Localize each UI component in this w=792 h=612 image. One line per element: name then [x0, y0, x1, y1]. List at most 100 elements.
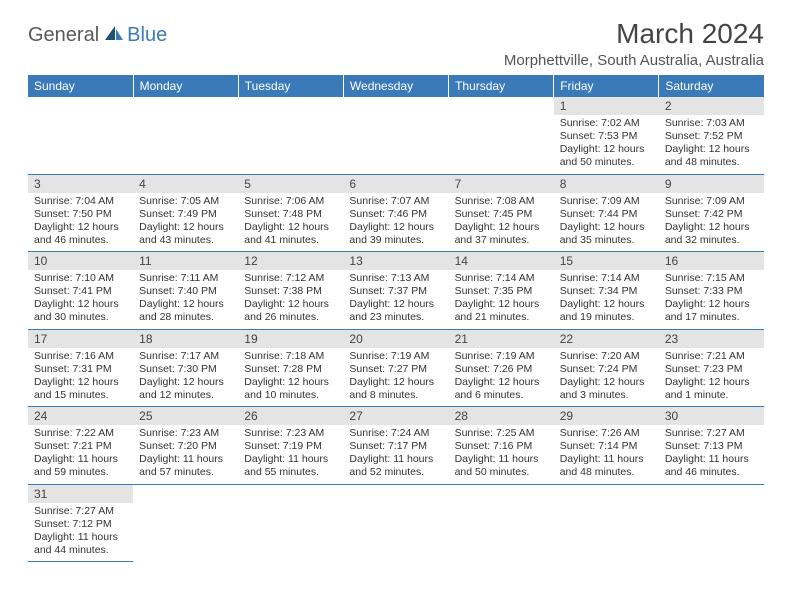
calendar-day-cell: 14Sunrise: 7:14 AMSunset: 7:35 PMDayligh… — [449, 252, 554, 330]
calendar-day-cell: 22Sunrise: 7:20 AMSunset: 7:24 PMDayligh… — [554, 329, 659, 407]
calendar-week-row: 31Sunrise: 7:27 AMSunset: 7:12 PMDayligh… — [28, 484, 764, 562]
day-data: Sunrise: 7:21 AMSunset: 7:23 PMDaylight:… — [659, 348, 764, 407]
day-number: 30 — [659, 407, 764, 425]
calendar-day-cell — [659, 484, 764, 562]
day-data: Sunrise: 7:17 AMSunset: 7:30 PMDaylight:… — [133, 348, 238, 407]
calendar-day-cell: 20Sunrise: 7:19 AMSunset: 7:27 PMDayligh… — [343, 329, 448, 407]
calendar-day-cell: 6Sunrise: 7:07 AMSunset: 7:46 PMDaylight… — [343, 174, 448, 252]
calendar-day-cell: 13Sunrise: 7:13 AMSunset: 7:37 PMDayligh… — [343, 252, 448, 330]
day-number: 10 — [28, 252, 133, 270]
day-data: Sunrise: 7:18 AMSunset: 7:28 PMDaylight:… — [238, 348, 343, 407]
calendar-day-cell: 3Sunrise: 7:04 AMSunset: 7:50 PMDaylight… — [28, 174, 133, 252]
day-data: Sunrise: 7:19 AMSunset: 7:26 PMDaylight:… — [449, 348, 554, 407]
day-number: 23 — [659, 330, 764, 348]
day-number: 28 — [449, 407, 554, 425]
day-number: 6 — [343, 175, 448, 193]
day-data: Sunrise: 7:27 AMSunset: 7:13 PMDaylight:… — [659, 425, 764, 484]
calendar-day-cell: 31Sunrise: 7:27 AMSunset: 7:12 PMDayligh… — [28, 484, 133, 562]
weekday-header: Sunday — [28, 75, 133, 97]
day-number: 29 — [554, 407, 659, 425]
calendar-day-cell: 15Sunrise: 7:14 AMSunset: 7:34 PMDayligh… — [554, 252, 659, 330]
day-number: 31 — [28, 485, 133, 503]
day-data: Sunrise: 7:23 AMSunset: 7:19 PMDaylight:… — [238, 425, 343, 484]
calendar-week-row: 17Sunrise: 7:16 AMSunset: 7:31 PMDayligh… — [28, 329, 764, 407]
day-number: 21 — [449, 330, 554, 348]
day-number: 3 — [28, 175, 133, 193]
calendar-day-cell: 2Sunrise: 7:03 AMSunset: 7:52 PMDaylight… — [659, 97, 764, 174]
header: General Blue March 2024 Morphettville, S… — [28, 18, 764, 69]
logo-text-blue: Blue — [127, 24, 167, 47]
calendar-day-cell: 26Sunrise: 7:23 AMSunset: 7:19 PMDayligh… — [238, 407, 343, 485]
calendar-table: Sunday Monday Tuesday Wednesday Thursday… — [28, 75, 764, 562]
sail-icon — [103, 24, 125, 47]
day-number: 20 — [343, 330, 448, 348]
day-data: Sunrise: 7:16 AMSunset: 7:31 PMDaylight:… — [28, 348, 133, 407]
calendar-day-cell: 8Sunrise: 7:09 AMSunset: 7:44 PMDaylight… — [554, 174, 659, 252]
day-data: Sunrise: 7:07 AMSunset: 7:46 PMDaylight:… — [343, 193, 448, 252]
day-data: Sunrise: 7:20 AMSunset: 7:24 PMDaylight:… — [554, 348, 659, 407]
calendar-week-row: 3Sunrise: 7:04 AMSunset: 7:50 PMDaylight… — [28, 174, 764, 252]
calendar-week-row: 24Sunrise: 7:22 AMSunset: 7:21 PMDayligh… — [28, 407, 764, 485]
day-number: 2 — [659, 97, 764, 115]
calendar-day-cell: 10Sunrise: 7:10 AMSunset: 7:41 PMDayligh… — [28, 252, 133, 330]
weekday-header: Saturday — [659, 75, 764, 97]
calendar-day-cell — [238, 484, 343, 562]
day-number: 24 — [28, 407, 133, 425]
day-number: 17 — [28, 330, 133, 348]
month-title: March 2024 — [504, 18, 764, 50]
logo: General Blue — [28, 24, 167, 47]
day-number: 11 — [133, 252, 238, 270]
calendar-day-cell: 21Sunrise: 7:19 AMSunset: 7:26 PMDayligh… — [449, 329, 554, 407]
calendar-day-cell — [133, 97, 238, 174]
day-data: Sunrise: 7:06 AMSunset: 7:48 PMDaylight:… — [238, 193, 343, 252]
day-data: Sunrise: 7:14 AMSunset: 7:34 PMDaylight:… — [554, 270, 659, 329]
day-number: 7 — [449, 175, 554, 193]
day-data: Sunrise: 7:22 AMSunset: 7:21 PMDaylight:… — [28, 425, 133, 484]
logo-text-general: General — [28, 24, 99, 47]
day-number: 18 — [133, 330, 238, 348]
day-data: Sunrise: 7:24 AMSunset: 7:17 PMDaylight:… — [343, 425, 448, 484]
calendar-day-cell: 19Sunrise: 7:18 AMSunset: 7:28 PMDayligh… — [238, 329, 343, 407]
day-data: Sunrise: 7:13 AMSunset: 7:37 PMDaylight:… — [343, 270, 448, 329]
weekday-header: Monday — [133, 75, 238, 97]
day-data: Sunrise: 7:05 AMSunset: 7:49 PMDaylight:… — [133, 193, 238, 252]
day-number: 12 — [238, 252, 343, 270]
day-data: Sunrise: 7:11 AMSunset: 7:40 PMDaylight:… — [133, 270, 238, 329]
day-number: 22 — [554, 330, 659, 348]
day-number: 1 — [554, 97, 659, 115]
day-number: 8 — [554, 175, 659, 193]
location: Morphettville, South Australia, Australi… — [504, 52, 764, 69]
day-data: Sunrise: 7:25 AMSunset: 7:16 PMDaylight:… — [449, 425, 554, 484]
calendar-day-cell: 7Sunrise: 7:08 AMSunset: 7:45 PMDaylight… — [449, 174, 554, 252]
calendar-day-cell: 11Sunrise: 7:11 AMSunset: 7:40 PMDayligh… — [133, 252, 238, 330]
weekday-header-row: Sunday Monday Tuesday Wednesday Thursday… — [28, 75, 764, 97]
calendar-day-cell: 1Sunrise: 7:02 AMSunset: 7:53 PMDaylight… — [554, 97, 659, 174]
calendar-week-row: 10Sunrise: 7:10 AMSunset: 7:41 PMDayligh… — [28, 252, 764, 330]
calendar-day-cell — [238, 97, 343, 174]
title-block: March 2024 Morphettville, South Australi… — [504, 18, 764, 69]
day-data: Sunrise: 7:02 AMSunset: 7:53 PMDaylight:… — [554, 115, 659, 174]
day-number: 9 — [659, 175, 764, 193]
day-number: 15 — [554, 252, 659, 270]
calendar-day-cell: 25Sunrise: 7:23 AMSunset: 7:20 PMDayligh… — [133, 407, 238, 485]
day-number: 25 — [133, 407, 238, 425]
day-number: 14 — [449, 252, 554, 270]
day-number: 27 — [343, 407, 448, 425]
weekday-header: Tuesday — [238, 75, 343, 97]
calendar-day-cell — [343, 484, 448, 562]
day-data: Sunrise: 7:08 AMSunset: 7:45 PMDaylight:… — [449, 193, 554, 252]
calendar-day-cell: 16Sunrise: 7:15 AMSunset: 7:33 PMDayligh… — [659, 252, 764, 330]
calendar-day-cell: 4Sunrise: 7:05 AMSunset: 7:49 PMDaylight… — [133, 174, 238, 252]
weekday-header: Thursday — [449, 75, 554, 97]
day-number: 26 — [238, 407, 343, 425]
day-data: Sunrise: 7:23 AMSunset: 7:20 PMDaylight:… — [133, 425, 238, 484]
day-data: Sunrise: 7:04 AMSunset: 7:50 PMDaylight:… — [28, 193, 133, 252]
day-data: Sunrise: 7:09 AMSunset: 7:42 PMDaylight:… — [659, 193, 764, 252]
calendar-day-cell: 12Sunrise: 7:12 AMSunset: 7:38 PMDayligh… — [238, 252, 343, 330]
weekday-header: Wednesday — [343, 75, 448, 97]
day-data: Sunrise: 7:10 AMSunset: 7:41 PMDaylight:… — [28, 270, 133, 329]
calendar-day-cell: 27Sunrise: 7:24 AMSunset: 7:17 PMDayligh… — [343, 407, 448, 485]
calendar-day-cell — [343, 97, 448, 174]
day-data: Sunrise: 7:12 AMSunset: 7:38 PMDaylight:… — [238, 270, 343, 329]
calendar-day-cell: 17Sunrise: 7:16 AMSunset: 7:31 PMDayligh… — [28, 329, 133, 407]
